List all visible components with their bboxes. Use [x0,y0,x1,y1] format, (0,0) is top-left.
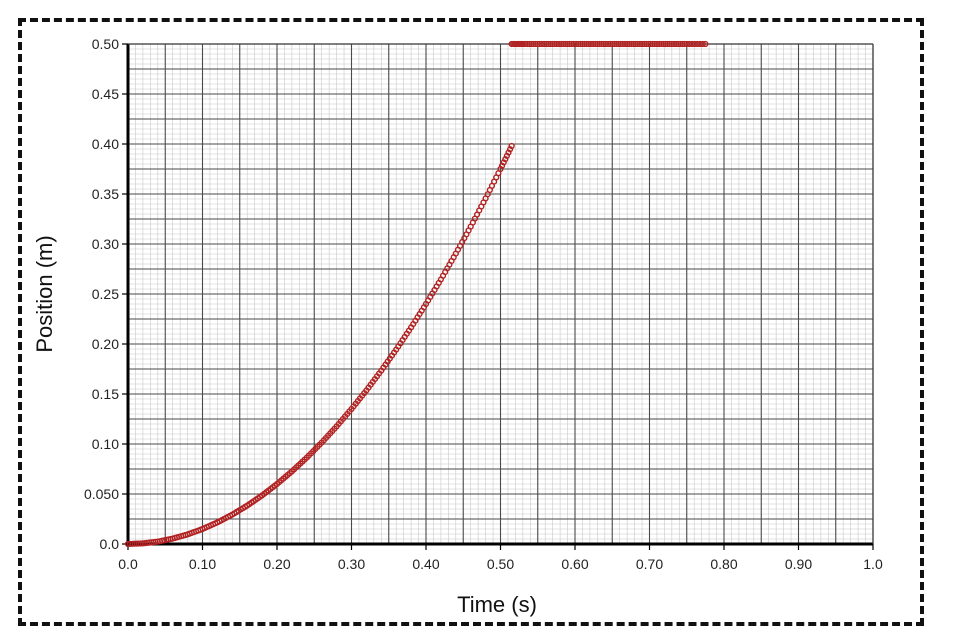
x-tick-label: 0.60 [561,556,588,572]
trace-marker [699,40,706,48]
x-tick-label: 0.70 [636,556,663,572]
data-point [702,40,709,48]
x-tick-label: 0.0 [118,556,138,572]
x-tick-label: 0.30 [338,556,365,572]
x-tick-labels: 0.0 0.10 0.20 0.30 0.40 0.50 0.60 0.70 0.80 0.90 1… [118,544,883,572]
axes [126,43,874,546]
y-tick-labels: 0.0 0.050 0.10 0.15 0.20 0.25 0.30 0.35 0.40 0.45… [84,36,128,552]
y-tick-label: 0.50 [92,36,119,52]
y-tick-label: 0.45 [92,86,119,102]
data-points [124,40,709,548]
x-tick-label: 0.50 [487,556,514,572]
x-tick-label: 0.90 [785,556,812,572]
x-tick-label: 1.0 [863,556,883,572]
x-tick-label: 0.40 [412,556,439,572]
y-tick-label: 0.10 [92,436,119,452]
y-tick-label: 0.40 [92,136,119,152]
y-tick-label: 0.30 [92,236,119,252]
y-tick-label: 0.20 [92,336,119,352]
y-tick-label: 0.15 [92,386,119,402]
y-tick-label: 0.35 [92,186,119,202]
x-tick-label: 0.10 [189,556,216,572]
major-grid [127,43,874,545]
y-tick-label: 0.25 [92,286,119,302]
y-axis-title: Position (m) [32,235,57,352]
x-tick-label: 0.80 [710,556,737,572]
x-tick-label: 0.20 [263,556,290,572]
y-tick-label: 0.0 [100,536,120,552]
data-point [508,142,515,150]
x-axis-title: Time (s) [457,592,537,617]
y-tick-label: 0.050 [84,486,119,502]
chart-frame [18,18,924,626]
